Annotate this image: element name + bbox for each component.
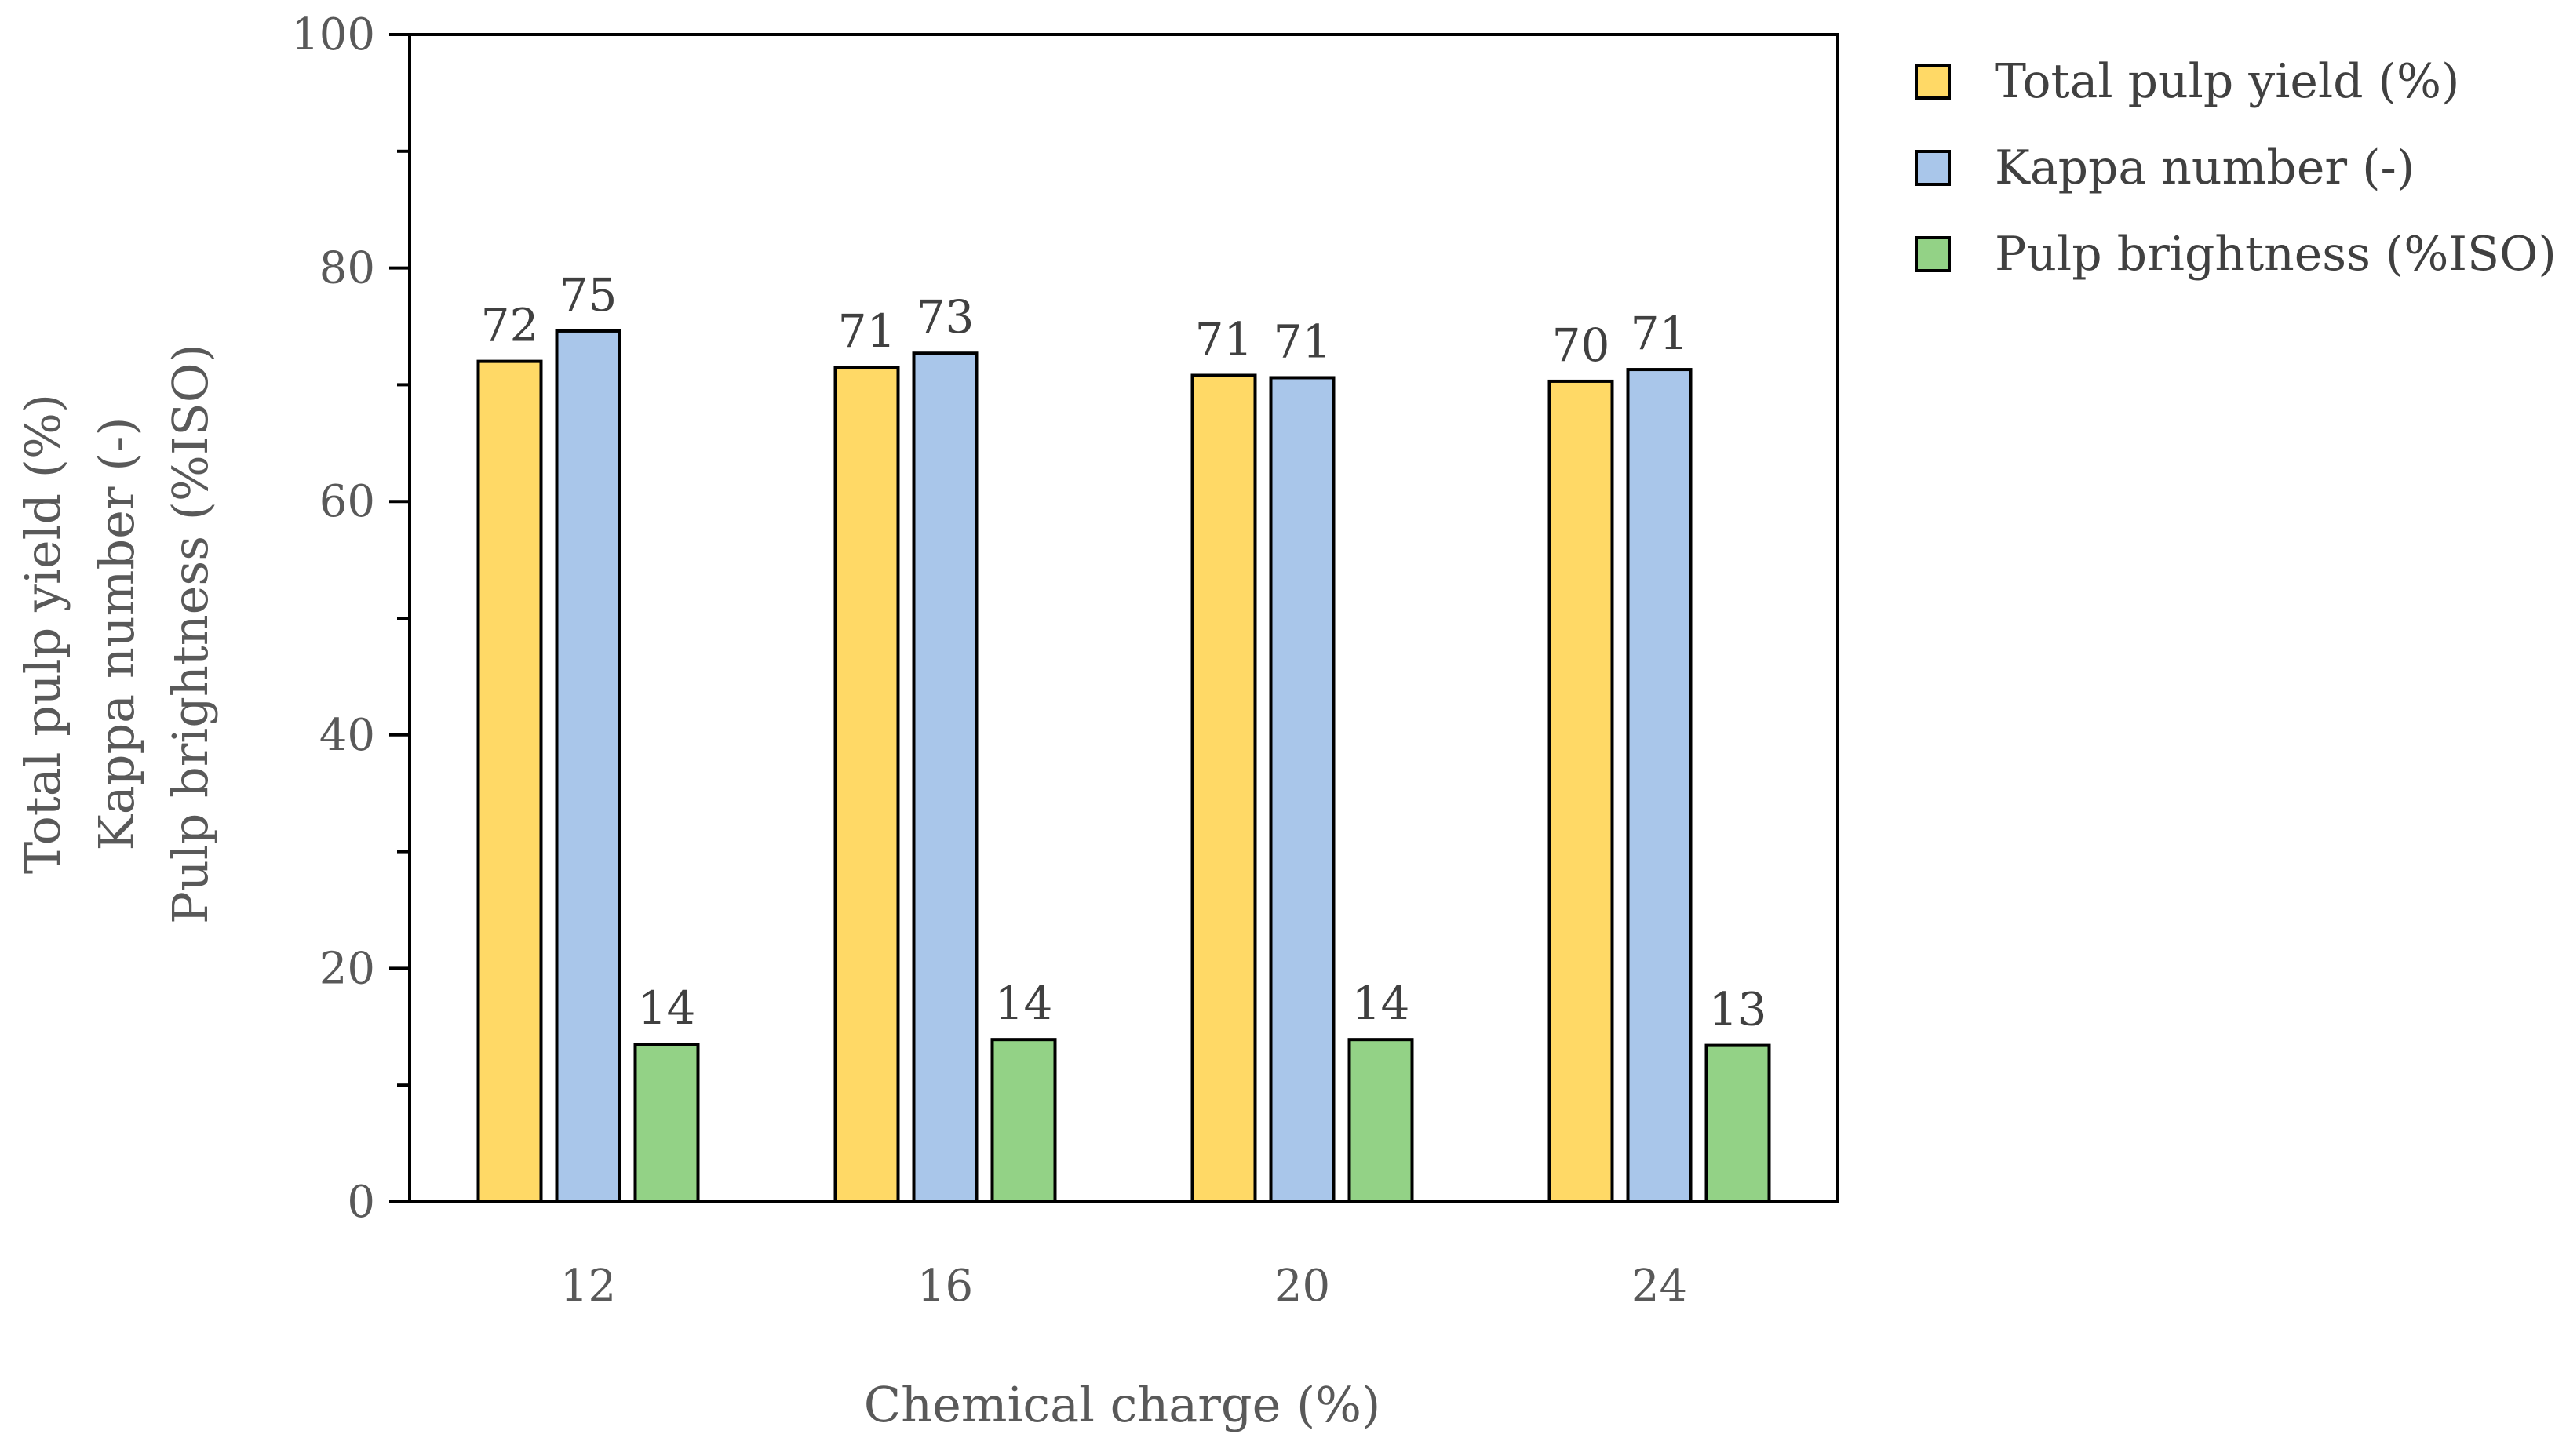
bar xyxy=(1190,373,1257,1204)
x-axis-title: Chemical charge (%) xyxy=(864,1376,1381,1433)
plot-frame xyxy=(408,33,1839,1203)
bar xyxy=(633,1043,700,1203)
bar xyxy=(555,329,621,1203)
data-label: 71 xyxy=(1195,312,1253,366)
y-tick-label: 20 xyxy=(319,943,375,994)
legend-swatch xyxy=(1915,236,1951,272)
axis-labels: Chemical charge (%) Total pulp yield (%)… xyxy=(14,344,1380,1433)
x-tick-label: 24 xyxy=(1631,1261,1687,1312)
axes: 0 20 40 60 80 100 12 16 20 24 xyxy=(291,9,1839,1312)
data-label: 75 xyxy=(559,268,618,322)
x-tick-label: 20 xyxy=(1274,1261,1330,1312)
data-label: 71 xyxy=(838,304,896,358)
data-label: 71 xyxy=(1274,315,1332,368)
y-axis-title-line-1: Total pulp yield (%) xyxy=(14,394,71,874)
bar xyxy=(1347,1038,1414,1203)
bar xyxy=(833,366,900,1204)
bar xyxy=(990,1038,1057,1203)
y-axis-title-line-2: Kappa number (-) xyxy=(88,417,145,850)
legend-label: Kappa number (-) xyxy=(1995,140,2415,195)
data-label: 13 xyxy=(1709,983,1767,1036)
data-label: 72 xyxy=(481,299,539,352)
legend: Total pulp yield (%) Kappa number (-) Pulp… xyxy=(1915,54,2557,282)
data-label: 71 xyxy=(1631,307,1689,360)
data-label: 14 xyxy=(995,977,1053,1030)
y-axis-title-line-3: Pulp brightness (%ISO) xyxy=(162,344,219,924)
x-tick-label: 16 xyxy=(917,1261,973,1312)
bar xyxy=(1626,368,1693,1203)
data-label: 73 xyxy=(917,290,975,344)
bar xyxy=(1269,376,1336,1203)
legend-swatch xyxy=(1915,150,1951,186)
y-tick-label: 0 xyxy=(347,1177,375,1228)
data-label: 70 xyxy=(1552,318,1610,372)
plot-area: 72 75 14 71 73 14 71 71 14 70 71 13 xyxy=(476,268,1771,1204)
data-label: 14 xyxy=(1352,977,1410,1030)
y-tick-label: 80 xyxy=(319,243,375,294)
bar xyxy=(912,351,979,1203)
data-label: 14 xyxy=(638,981,696,1035)
y-tick-label: 60 xyxy=(319,476,375,527)
y-tick-label: 40 xyxy=(319,710,375,761)
legend-swatch xyxy=(1915,64,1951,100)
x-tick-label: 12 xyxy=(560,1261,616,1312)
bar xyxy=(1547,379,1614,1203)
y-tick-label: 100 xyxy=(291,9,375,60)
legend-label: Pulp brightness (%ISO) xyxy=(1995,227,2557,282)
bar xyxy=(476,359,543,1203)
legend-label: Total pulp yield (%) xyxy=(1995,54,2459,109)
bar xyxy=(1704,1043,1771,1204)
